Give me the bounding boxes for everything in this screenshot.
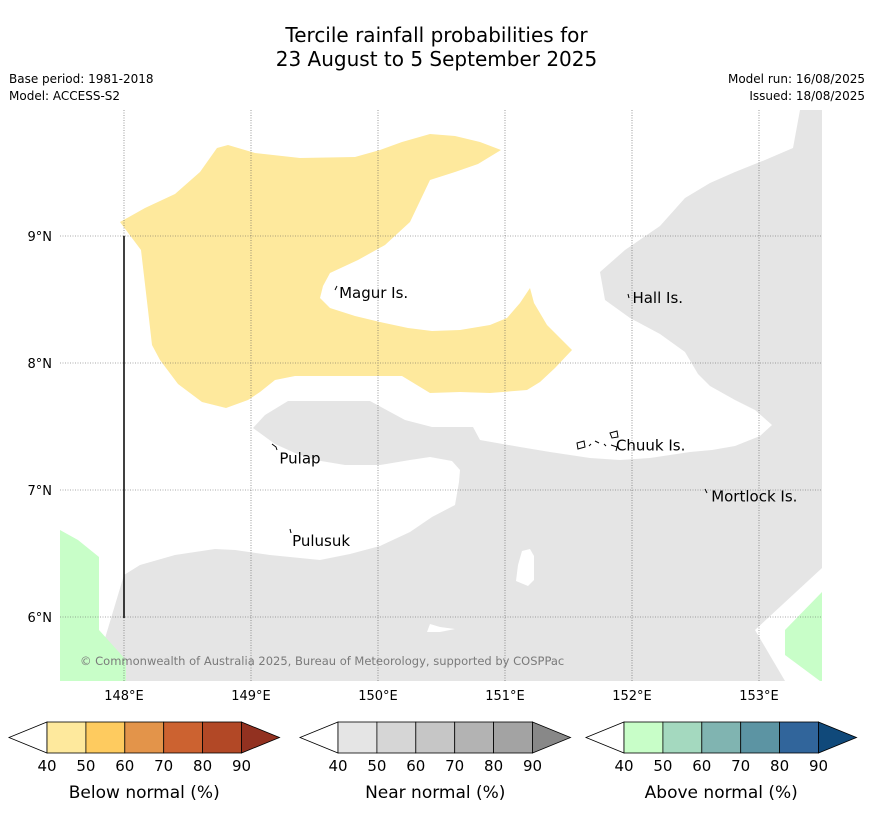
longitude-labels: 148°E 149°E 150°E 151°E 152°E 153°E xyxy=(104,689,779,704)
above-normal-region xyxy=(785,592,822,681)
place-labels: Magur Is. Hall Is. Pulap Chuuk Is. Mortlock … xyxy=(279,284,797,550)
colorbar-min-arrow xyxy=(584,721,625,754)
colorbar-swatch xyxy=(779,721,819,754)
colorbar-tick-label: 80 xyxy=(193,757,212,775)
chuuk-lagoon-shape xyxy=(576,430,619,452)
colorbar-swatch xyxy=(740,721,781,754)
colorbar-swatch xyxy=(163,721,203,754)
magur-island-shape xyxy=(334,285,338,291)
colorbar-tick-label: 70 xyxy=(445,757,464,775)
lon-tick-label: 150°E xyxy=(358,689,398,704)
colorbar-tick-label: 60 xyxy=(406,757,425,775)
place-label: Hall Is. xyxy=(632,289,683,307)
lon-tick-label: 149°E xyxy=(231,689,271,704)
colorbar-swatch xyxy=(493,721,533,754)
colorbar-tick-label: 40 xyxy=(328,757,347,775)
colorbar-tick-label: 50 xyxy=(653,757,672,775)
lat-tick-label: 8°N xyxy=(28,357,53,372)
colorbar-1: 40 50 60 70 80 90 Near normal (%) xyxy=(298,721,572,803)
colorbar-min-arrow xyxy=(7,721,48,754)
colorbar-swatch xyxy=(202,721,242,754)
model-run: Model run: 16/08/2025 xyxy=(727,72,865,86)
colorbar-max-arrow xyxy=(241,721,281,754)
lon-tick-label: 152°E xyxy=(612,689,652,704)
colorbar-tick-label: 50 xyxy=(367,757,386,775)
graticule xyxy=(60,110,822,681)
map-title-line2: 23 August to 5 September 2025 xyxy=(275,47,598,71)
colorbar-tick-label: 40 xyxy=(37,757,56,775)
colorbar-0: 40 50 60 70 80 90 Below normal (%) xyxy=(7,721,281,803)
colorbar-min-arrow xyxy=(298,721,339,754)
colorbar-title: Below normal (%) xyxy=(69,783,220,803)
colorbar-swatch xyxy=(623,721,664,754)
place-label: Mortlock Is. xyxy=(711,487,797,505)
copyright-notice: © Commonwealth of Australia 2025, Bureau… xyxy=(80,654,564,668)
colorbar-tick-label: 80 xyxy=(770,757,789,775)
place-label: Magur Is. xyxy=(339,284,408,302)
base-period: Base period: 1981-2018 xyxy=(9,72,154,86)
colorbar-2: 40 50 60 70 80 90 Above normal (%) xyxy=(584,721,858,803)
pulusuk-island-shape xyxy=(289,528,292,534)
colorbar-max-arrow xyxy=(532,721,572,754)
colorbar-title: Near normal (%) xyxy=(365,783,505,803)
probability-regions xyxy=(60,110,822,681)
pulap-island-shape xyxy=(271,443,278,451)
colorbar-tick-label: 40 xyxy=(614,757,633,775)
lat-tick-label: 7°N xyxy=(28,484,53,499)
colorbar-swatch xyxy=(85,721,126,754)
island-outlines xyxy=(271,285,708,534)
colorbar-swatch xyxy=(46,721,87,754)
colorbar-swatch xyxy=(337,721,378,754)
colorbar-tick-label: 70 xyxy=(154,757,173,775)
colorbar-swatch xyxy=(124,721,165,754)
place-label: Pulusuk xyxy=(292,532,350,550)
hall-island-shape xyxy=(627,293,630,299)
lon-tick-label: 148°E xyxy=(104,689,144,704)
near-normal-region xyxy=(60,110,822,681)
issued-date: Issued: 18/08/2025 xyxy=(749,89,865,103)
model-name: Model: ACCESS-S2 xyxy=(9,89,121,103)
white-patch xyxy=(427,624,455,632)
place-label: Pulap xyxy=(279,449,320,467)
colorbar-legends: 40 50 60 70 80 90 Below normal (%) 40 50 60 70 80 90… xyxy=(7,721,858,803)
white-patch xyxy=(516,549,534,586)
place-label: Chuuk Is. xyxy=(616,437,685,455)
colorbar-tick-label: 80 xyxy=(484,757,503,775)
colorbar-tick-label: 90 xyxy=(232,757,251,775)
colorbar-swatch xyxy=(415,721,456,754)
latitude-labels: 9°N 8°N 7°N 6°N xyxy=(28,230,53,626)
colorbar-swatch xyxy=(701,721,742,754)
lat-tick-label: 6°N xyxy=(28,611,53,626)
colorbar-tick-label: 90 xyxy=(523,757,542,775)
lat-tick-label: 9°N xyxy=(28,230,53,245)
above-normal-region xyxy=(60,530,126,681)
colorbar-title: Above normal (%) xyxy=(645,783,798,803)
mortlock-island-shape xyxy=(704,488,708,494)
colorbar-tick-label: 90 xyxy=(809,757,828,775)
colorbar-swatch xyxy=(662,721,703,754)
colorbar-tick-label: 60 xyxy=(692,757,711,775)
colorbar-tick-label: 70 xyxy=(731,757,750,775)
colorbar-tick-label: 60 xyxy=(115,757,134,775)
colorbar-swatch xyxy=(376,721,417,754)
below-normal-region xyxy=(120,134,572,408)
colorbar-max-arrow xyxy=(818,721,858,754)
lon-tick-label: 151°E xyxy=(485,689,525,704)
colorbar-swatch xyxy=(454,721,495,754)
lon-tick-label: 153°E xyxy=(739,689,779,704)
near-normal-region xyxy=(808,470,822,508)
map-title-line1: Tercile rainfall probabilities for xyxy=(285,23,588,47)
colorbar-tick-label: 50 xyxy=(76,757,95,775)
